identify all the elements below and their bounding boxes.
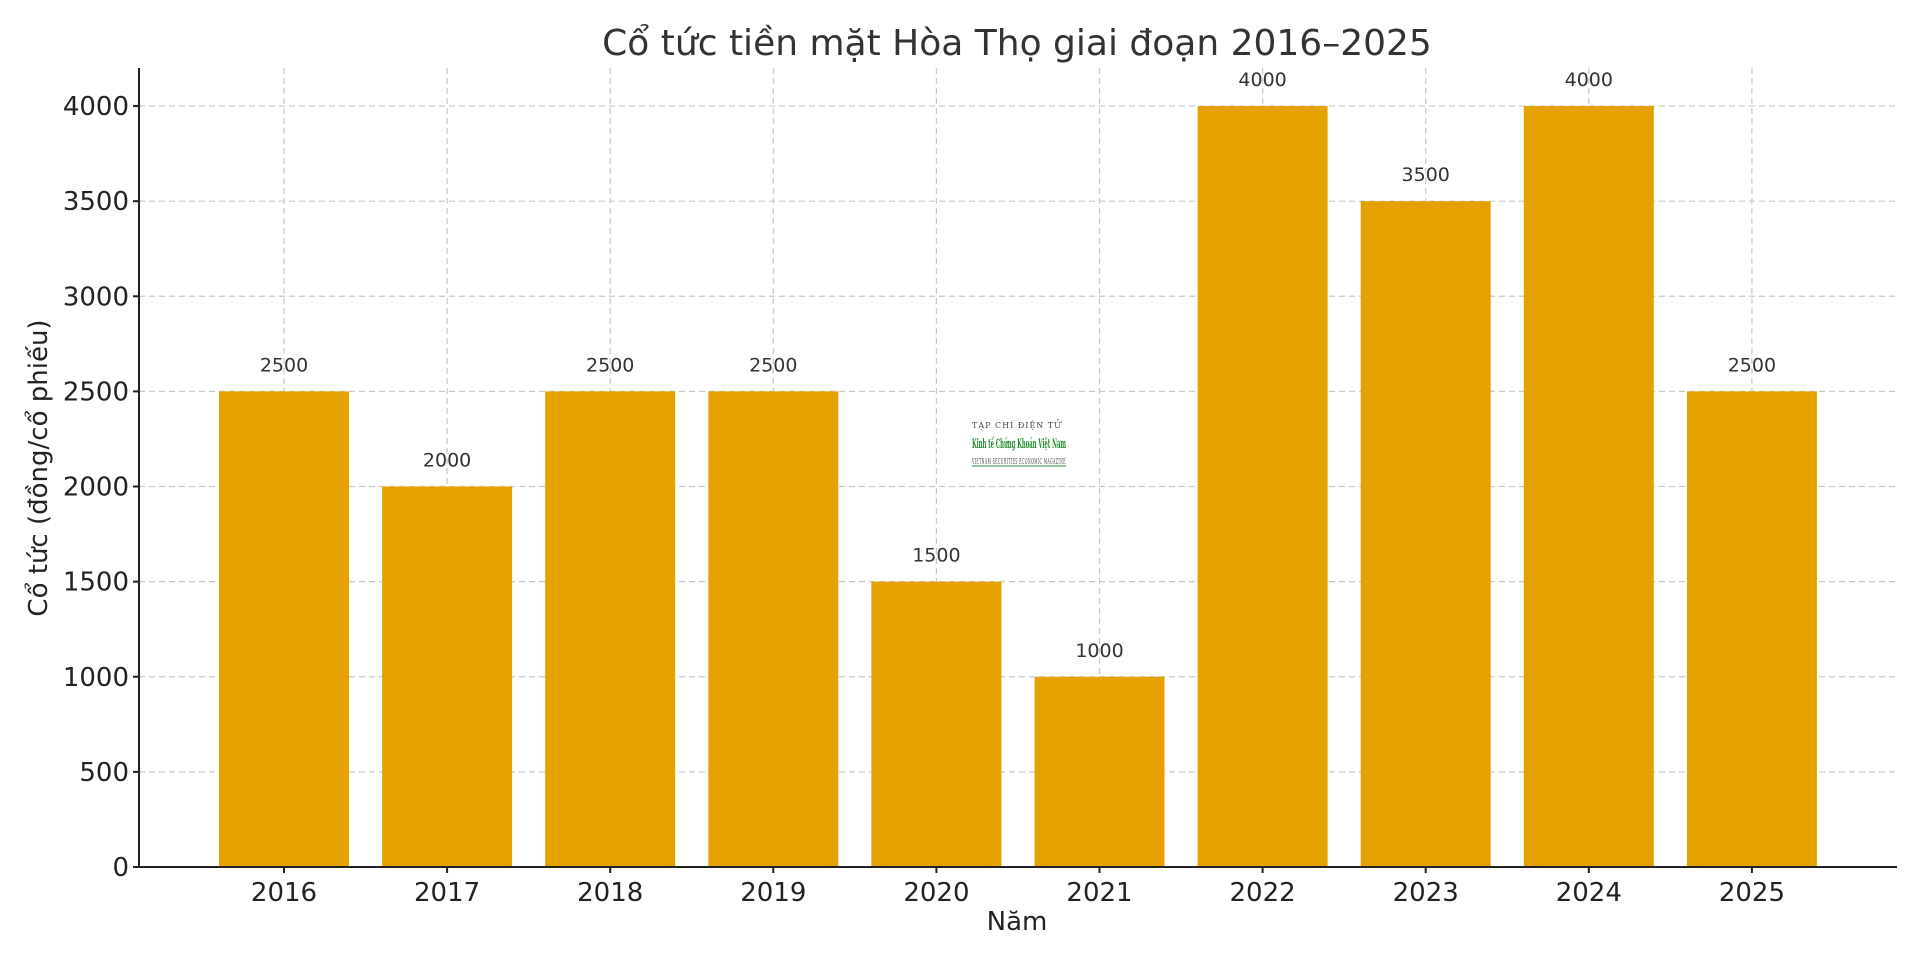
x-tick-label-2023: 2023 xyxy=(1393,878,1459,908)
y-tick-label: 2000 xyxy=(63,473,129,503)
watermark-logo: TẠP CHÍ ĐIỆN TỬ Kinh tế Chứng Khoán Việt… xyxy=(972,420,1066,467)
y-tick-label: 3500 xyxy=(63,187,129,217)
x-tick-label-2021: 2021 xyxy=(1066,878,1132,908)
watermark-line2: Kinh tế Chứng Khoán Việt Nam xyxy=(972,436,1066,452)
bar-2021 xyxy=(1034,676,1165,867)
data-label-2019: 2500 xyxy=(749,354,797,376)
y-tick-label: 1500 xyxy=(63,568,129,598)
bar-2016 xyxy=(219,391,349,867)
x-tick-label-2017: 2017 xyxy=(414,878,480,908)
y-tick-label: 500 xyxy=(79,758,129,788)
data-label-2018: 2500 xyxy=(586,354,634,376)
data-labels-layer: 2500 2000 2500 2500 1500 1000 4000 3500 4000 2500 xyxy=(260,69,1776,662)
bar-2020 xyxy=(871,581,1002,867)
chart-title: Cổ tức tiền mặt Hòa Thọ giai đoạn 2016–2… xyxy=(602,23,1432,64)
x-tick-label-2024: 2024 xyxy=(1556,878,1622,908)
bar-2025 xyxy=(1686,391,1817,867)
y-ticks-layer: 0 500 1000 1500 2000 2500 3000 3500 4000 xyxy=(63,92,139,883)
x-tick-label-2025: 2025 xyxy=(1719,878,1785,908)
bars-layer xyxy=(219,106,1817,868)
data-label-2020: 1500 xyxy=(912,545,960,567)
y-tick-label: 2500 xyxy=(63,377,129,407)
bar-2017 xyxy=(382,486,513,867)
data-label-2017: 2000 xyxy=(423,450,471,472)
bar-2024 xyxy=(1523,106,1654,868)
x-ticks-layer: 2016 2017 2018 2019 2020 2021 2022 2023 2024 2025 xyxy=(251,867,1785,908)
y-tick-label: 3000 xyxy=(63,282,129,312)
x-axis-label: Năm xyxy=(987,907,1048,937)
x-tick-label-2020: 2020 xyxy=(903,878,969,908)
bar-2018 xyxy=(545,391,676,867)
y-axis-label: Cổ tức (đồng/cổ phiếu) xyxy=(23,319,54,616)
data-label-2025: 2500 xyxy=(1728,354,1776,376)
y-tick-label: 4000 xyxy=(63,92,129,122)
y-tick-label: 0 xyxy=(112,853,129,883)
watermark-line1: TẠP CHÍ ĐIỆN TỬ xyxy=(972,420,1062,430)
data-label-2023: 3500 xyxy=(1402,164,1450,186)
data-label-2016: 2500 xyxy=(260,354,308,376)
x-tick-label-2016: 2016 xyxy=(251,878,317,908)
data-label-2024: 4000 xyxy=(1565,69,1613,91)
x-tick-label-2018: 2018 xyxy=(577,878,643,908)
data-label-2021: 1000 xyxy=(1075,640,1123,662)
watermark-line3: VIETNAM SECURITIES ECONOMIC MAGAZINE xyxy=(972,457,1066,466)
x-tick-label-2022: 2022 xyxy=(1230,878,1296,908)
x-tick-label-2019: 2019 xyxy=(740,878,806,908)
bar-2022 xyxy=(1197,106,1328,868)
bar-2023 xyxy=(1360,201,1491,867)
bar-2019 xyxy=(708,391,839,867)
y-tick-label: 1000 xyxy=(63,663,129,693)
data-label-2022: 4000 xyxy=(1238,69,1286,91)
